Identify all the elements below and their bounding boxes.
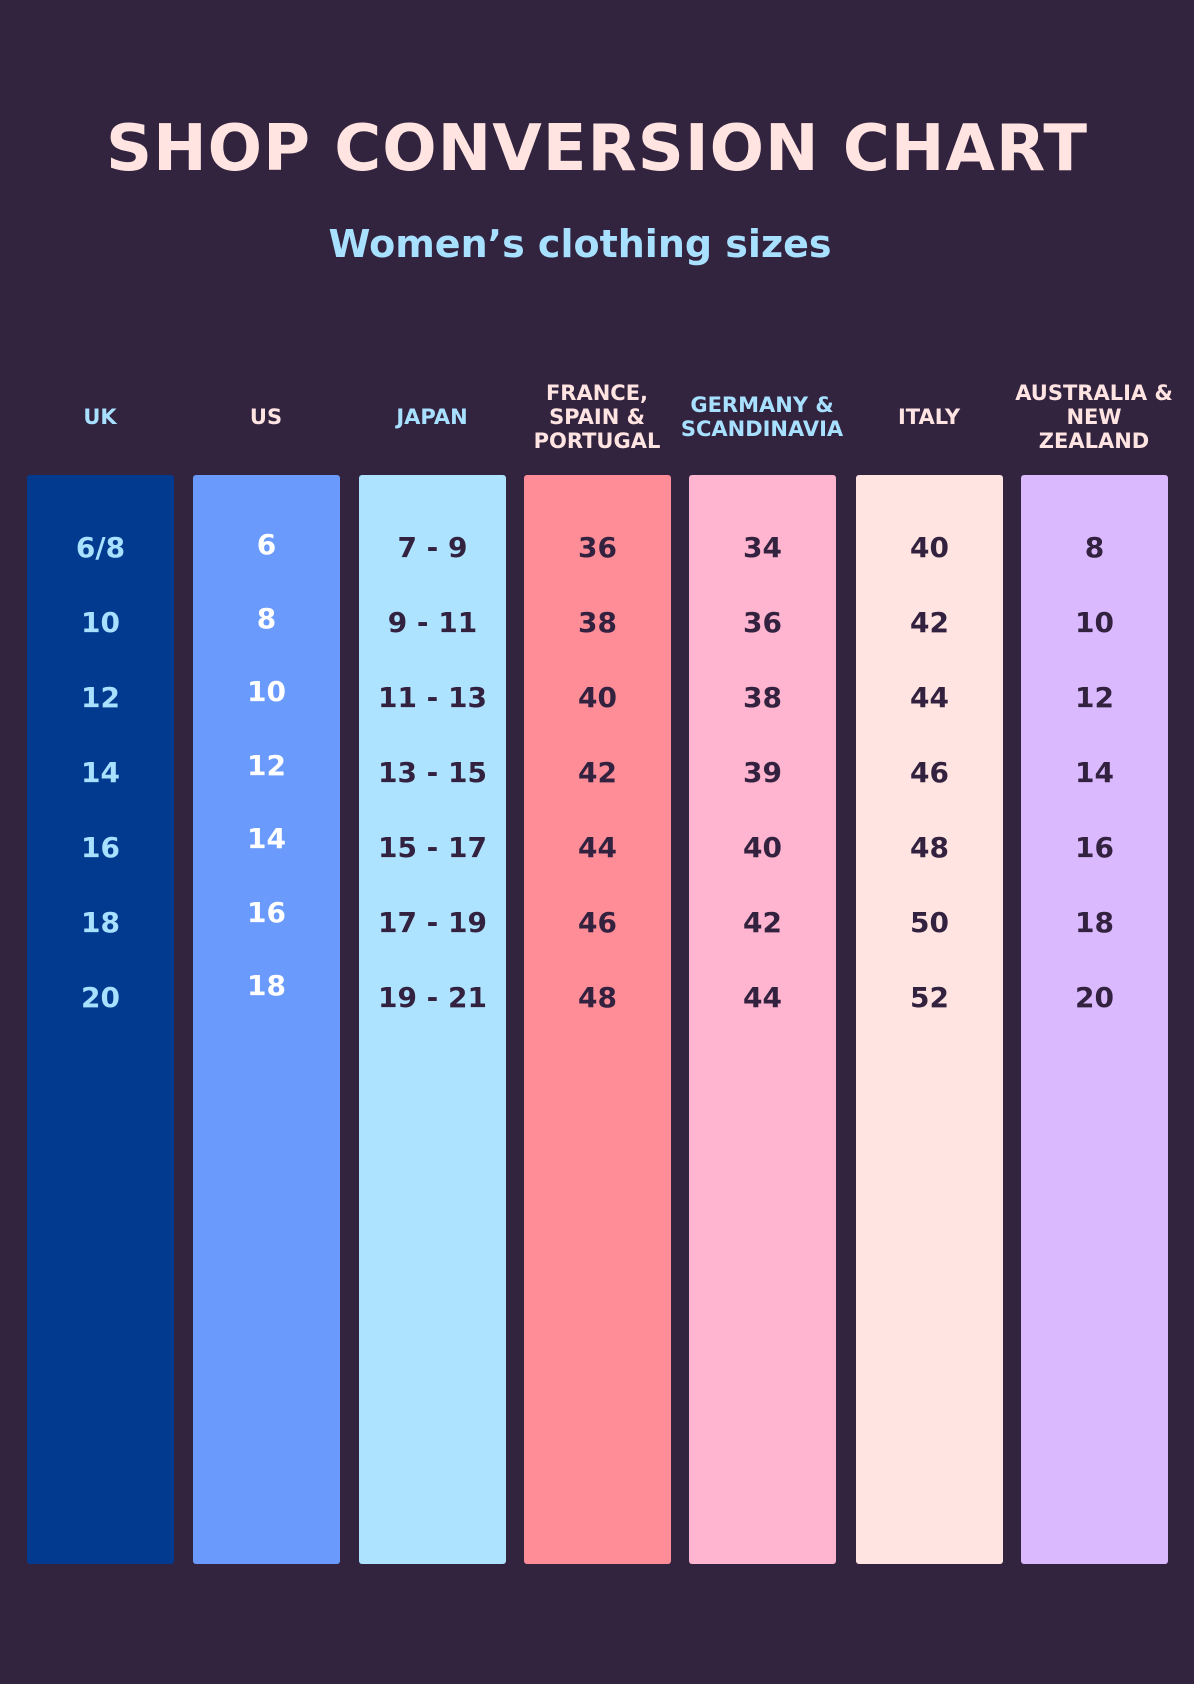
size-column: 8 10 12 14 16 18 20 bbox=[1021, 475, 1168, 1564]
size-value: 14 bbox=[247, 822, 286, 855]
size-value: 12 bbox=[247, 748, 286, 782]
size-value: 9 - 11 bbox=[387, 606, 478, 639]
column-header: ITALY bbox=[897, 405, 961, 429]
size-value: 20 bbox=[1075, 981, 1114, 1014]
size-value: 6/8 bbox=[75, 531, 126, 564]
size-value: 46 bbox=[910, 756, 949, 789]
size-value: 12 bbox=[1075, 681, 1114, 714]
size-column: 6/8 10 12 14 16 18 20 bbox=[27, 475, 174, 1564]
column-header: GERMANY & SCANDINAVIA bbox=[680, 393, 844, 441]
page-title: SHOP CONVERSION CHART bbox=[106, 112, 1088, 186]
size-value: 42 bbox=[743, 906, 782, 939]
size-value: 34 bbox=[743, 531, 782, 564]
size-value: 17 - 19 bbox=[377, 906, 488, 939]
column-header: UK bbox=[83, 405, 117, 429]
column-header: US bbox=[249, 405, 283, 429]
size-value: 38 bbox=[578, 606, 617, 639]
size-column: 36 38 40 42 44 46 48 bbox=[524, 475, 671, 1564]
size-value: 10 bbox=[1075, 606, 1114, 639]
size-value: 11 - 13 bbox=[377, 681, 488, 714]
size-value: 15 - 17 bbox=[377, 831, 488, 864]
size-column: 7 - 9 9 - 11 11 - 13 13 - 15 15 - 17 17 - 19 1… bbox=[359, 475, 506, 1564]
page-subtitle: Women’s clothing sizes bbox=[328, 222, 832, 266]
size-value: 10 bbox=[247, 675, 286, 708]
size-value: 42 bbox=[910, 606, 949, 639]
size-value: 48 bbox=[578, 981, 617, 1014]
size-column: 6 8 10 12 14 16 18 bbox=[193, 475, 340, 1564]
size-value: 44 bbox=[578, 831, 617, 864]
size-value: 14 bbox=[1075, 756, 1114, 789]
size-value: 40 bbox=[743, 831, 782, 864]
size-value: 16 bbox=[1075, 831, 1114, 864]
size-column: 34 36 38 39 40 42 44 bbox=[689, 475, 836, 1564]
size-value: 10 bbox=[81, 606, 120, 639]
size-value: 44 bbox=[743, 981, 782, 1014]
size-value: 44 bbox=[910, 681, 949, 714]
size-value: 12 bbox=[81, 681, 120, 714]
size-value: 40 bbox=[578, 681, 617, 714]
size-value: 50 bbox=[910, 906, 949, 939]
size-value: 52 bbox=[910, 981, 949, 1014]
size-value: 48 bbox=[910, 831, 949, 864]
size-value: 36 bbox=[743, 606, 782, 639]
size-value: 8 bbox=[256, 601, 277, 635]
size-value: 16 bbox=[81, 831, 120, 864]
column-header: FRANCE, SPAIN & PORTUGAL bbox=[533, 381, 661, 453]
size-value: 39 bbox=[743, 756, 782, 789]
size-value: 40 bbox=[910, 531, 949, 564]
size-value: 7 - 9 bbox=[397, 531, 468, 564]
size-value: 42 bbox=[578, 756, 617, 789]
size-value: 14 bbox=[81, 756, 120, 789]
size-value: 13 - 15 bbox=[377, 756, 488, 789]
size-value: 18 bbox=[247, 969, 286, 1002]
column-header: AUSTRALIA & NEW ZEALAND bbox=[1015, 381, 1173, 453]
column-header: JAPAN bbox=[396, 405, 468, 429]
size-value: 36 bbox=[578, 531, 617, 564]
size-value: 6 bbox=[256, 528, 277, 561]
size-value: 38 bbox=[743, 681, 782, 714]
size-column: 40 42 44 46 48 50 52 bbox=[856, 475, 1003, 1564]
size-value: 19 - 21 bbox=[377, 981, 488, 1014]
size-value: 18 bbox=[1075, 906, 1114, 939]
size-value: 16 bbox=[247, 895, 286, 929]
size-value: 18 bbox=[81, 906, 120, 939]
size-value: 46 bbox=[578, 906, 617, 939]
size-value: 20 bbox=[81, 981, 120, 1014]
size-value: 8 bbox=[1084, 531, 1105, 564]
